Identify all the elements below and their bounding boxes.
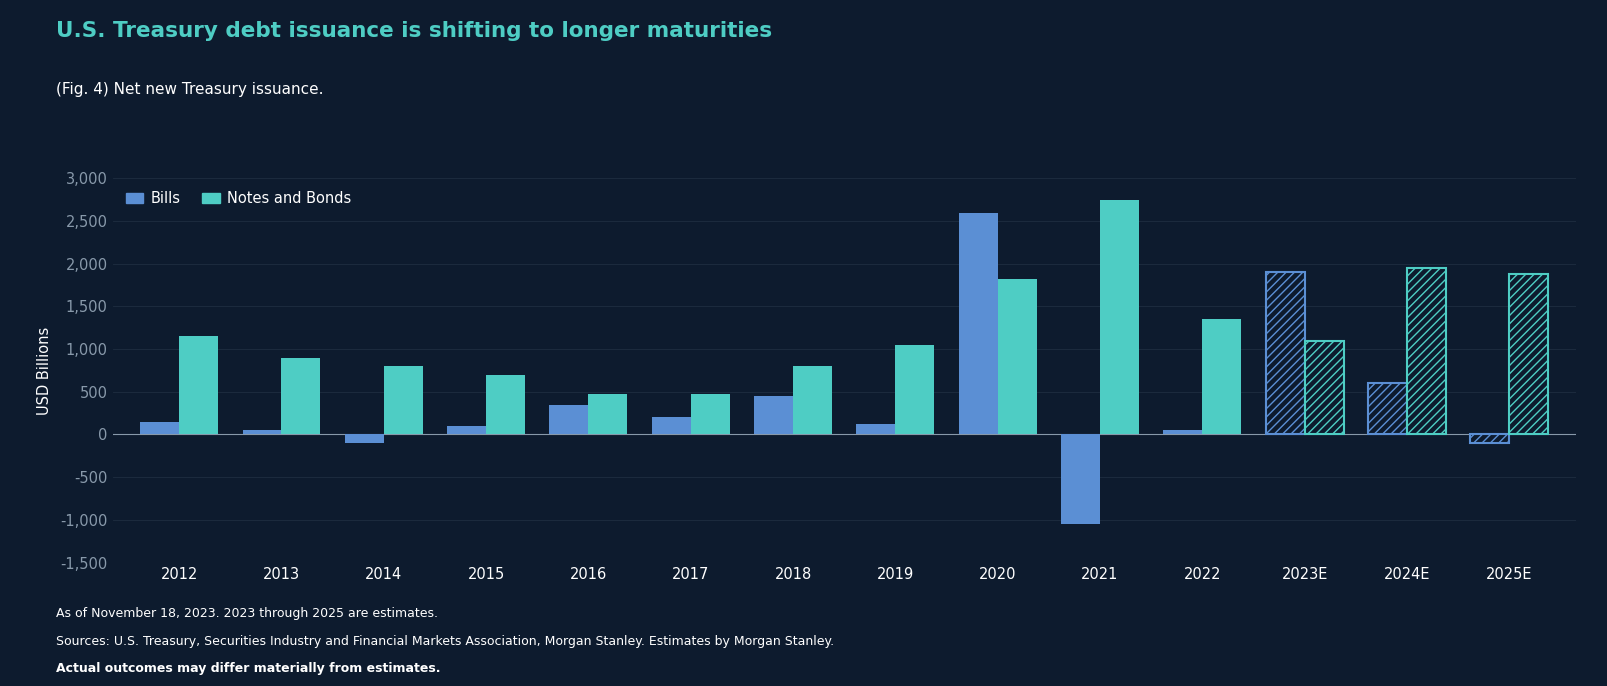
Y-axis label: USD Billions: USD Billions: [37, 327, 51, 414]
Text: As of November 18, 2023. 2023 through 2025 are estimates.: As of November 18, 2023. 2023 through 20…: [56, 607, 439, 620]
Bar: [958, 213, 996, 434]
Bar: [1509, 274, 1548, 434]
Bar: [550, 405, 588, 434]
Bar: [1202, 319, 1241, 434]
Bar: [792, 366, 831, 434]
Bar: [691, 394, 730, 434]
Text: Sources: U.S. Treasury, Securities Industry and Financial Markets Association, M: Sources: U.S. Treasury, Securities Indus…: [56, 635, 834, 648]
Text: (Fig. 4) Net new Treasury issuance.: (Fig. 4) Net new Treasury issuance.: [56, 82, 323, 97]
Bar: [1099, 200, 1138, 434]
Legend: Bills, Notes and Bonds: Bills, Notes and Bonds: [121, 186, 357, 213]
Bar: [243, 430, 281, 434]
Bar: [384, 366, 423, 434]
Bar: [485, 375, 524, 434]
Text: U.S. Treasury debt issuance is shifting to longer maturities: U.S. Treasury debt issuance is shifting …: [56, 21, 771, 40]
Bar: [140, 422, 178, 434]
Bar: [344, 434, 384, 443]
Bar: [1406, 268, 1445, 434]
Bar: [281, 357, 320, 434]
Bar: [588, 394, 627, 434]
Bar: [1303, 340, 1343, 434]
Bar: [1469, 434, 1509, 443]
Bar: [996, 279, 1037, 434]
Bar: [447, 426, 485, 434]
Bar: [1163, 430, 1202, 434]
Bar: [178, 336, 219, 434]
Bar: [857, 424, 895, 434]
Bar: [1368, 383, 1406, 434]
Bar: [1265, 272, 1303, 434]
Bar: [895, 345, 934, 434]
Bar: [651, 417, 691, 434]
Text: Actual outcomes may differ materially from estimates.: Actual outcomes may differ materially fr…: [56, 662, 440, 675]
Bar: [754, 396, 792, 434]
Bar: [1061, 434, 1099, 524]
